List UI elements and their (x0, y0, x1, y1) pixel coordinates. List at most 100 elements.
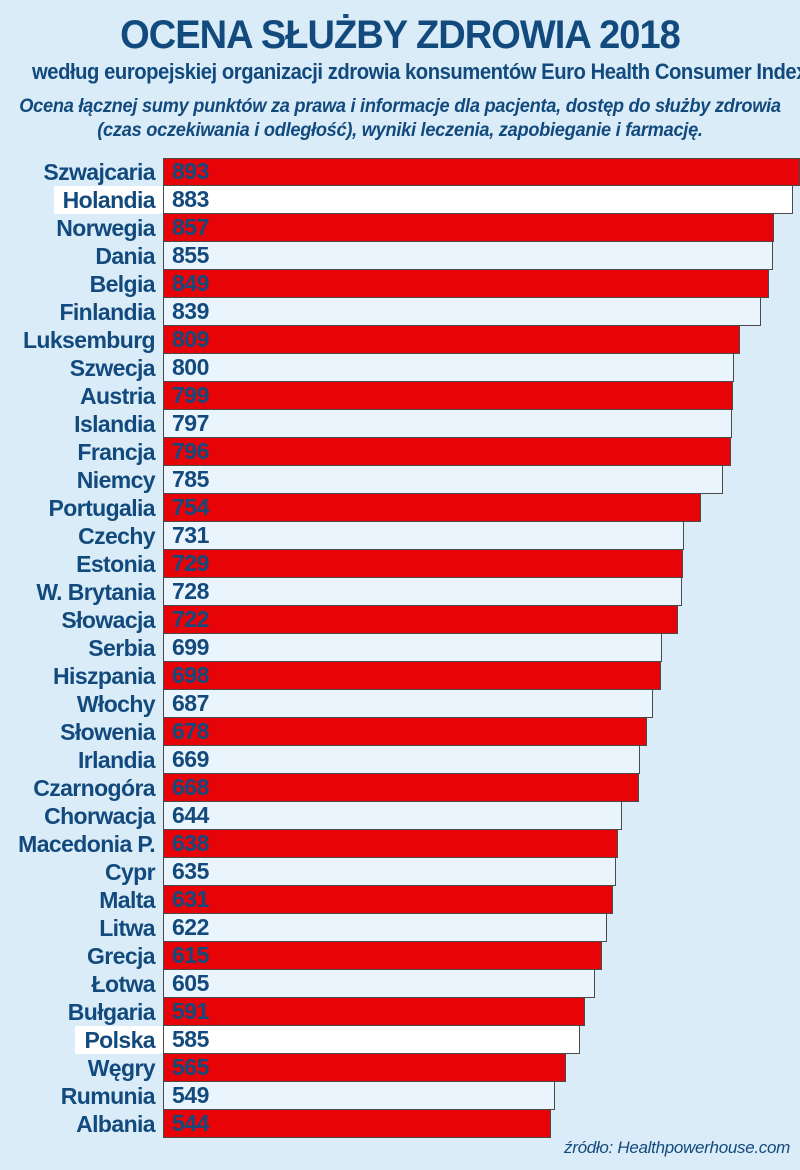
score-bar: 893 (163, 157, 800, 186)
chart-row: Portugalia 754 (0, 492, 800, 522)
chart-row: Belgia 849 (0, 268, 800, 298)
chart-row: Słowacja 722 (0, 604, 800, 634)
country-label: Norwegia (0, 214, 163, 242)
chart-row: Łotwa 605 (0, 968, 800, 998)
country-label-text: Grecja (86, 942, 156, 969)
source-credit: źródło: Healthpowerhouse.com (564, 1138, 790, 1157)
bar-track: 839 (163, 296, 800, 326)
score-bar: 883 (163, 184, 793, 214)
score-value: 631 (172, 885, 209, 912)
country-label-text: Irlandia (77, 746, 156, 773)
country-label: Malta (0, 886, 163, 914)
country-label-text: Austria (79, 382, 156, 409)
chart-description-line2: (czas oczekiwania i odległość), wyniki l… (97, 119, 703, 141)
chart-row: Słowenia 678 (0, 716, 800, 746)
bar-track: 785 (163, 464, 800, 494)
score-bar: 644 (163, 800, 623, 830)
country-label: Cypr (0, 858, 163, 886)
country-label-text: Szwecja (69, 354, 156, 381)
country-label: Irlandia (0, 746, 163, 774)
score-bar: 615 (163, 940, 602, 970)
score-value: 728 (172, 577, 209, 604)
chart-rows: Szwajcaria 893 Holandia 883 Norwegia 857 Dania… (0, 157, 800, 1138)
chart-description-line1: Ocena łącznej sumy punktów za prawa i in… (19, 96, 781, 117)
score-bar: 754 (163, 492, 701, 522)
country-label-text: Niemcy (76, 466, 156, 493)
country-label: Islandia (0, 410, 163, 438)
country-label: Chorwacja (0, 802, 163, 830)
score-bar: 809 (163, 324, 741, 354)
country-label: Szwecja (0, 354, 163, 382)
country-label-text: Włochy (76, 690, 156, 717)
country-label: Niemcy (0, 466, 163, 494)
score-bar: 699 (163, 632, 662, 662)
score-value: 591 (172, 997, 209, 1024)
chart-row: Estonia 729 (0, 548, 800, 578)
chart-row: Irlandia 669 (0, 744, 800, 774)
country-label-text: Macedonia P. (18, 830, 155, 857)
country-label-text: Luksemburg (22, 326, 156, 353)
country-label-text: Holandia (53, 185, 163, 214)
country-label: Grecja (0, 942, 163, 970)
chart-row: Bułgaria 591 (0, 996, 800, 1026)
country-label-text: Polska (75, 1025, 163, 1054)
chart-row: Chorwacja 644 (0, 800, 800, 830)
bar-track: 800 (163, 352, 800, 382)
bar-track: 615 (163, 940, 800, 970)
country-label-text: Albania (76, 1110, 155, 1137)
chart-row: Luksemburg 809 (0, 324, 800, 354)
country-label-text: Estonia (76, 550, 155, 577)
country-label: Słowacja (0, 606, 163, 634)
country-label: Macedonia P. (0, 830, 163, 858)
bar-track: 731 (163, 520, 800, 550)
country-label: Czechy (0, 522, 163, 550)
chart-row: Hiszpania 698 (0, 660, 800, 690)
bar-track: 669 (163, 744, 800, 774)
chart-row: Finlandia 839 (0, 296, 800, 326)
country-label-text: Szwajcaria (43, 158, 155, 185)
bar-track: 635 (163, 856, 800, 886)
country-label: Luksemburg (0, 326, 163, 354)
country-label: W. Brytania (0, 578, 163, 606)
score-bar: 785 (163, 464, 723, 494)
chart-row: Macedonia P. 638 (0, 828, 800, 858)
chart-row: W. Brytania 728 (0, 576, 800, 606)
score-bar: 799 (163, 380, 733, 410)
country-label-text: Bułgaria (67, 998, 156, 1025)
chart-row: Serbia 699 (0, 632, 800, 662)
bar-track: 622 (163, 912, 800, 942)
chart-row: Szwajcaria 893 (0, 157, 800, 186)
score-value: 855 (172, 241, 209, 268)
bar-track: 631 (163, 884, 800, 914)
country-label: Hiszpania (0, 662, 163, 690)
score-bar: 800 (163, 352, 734, 382)
score-bar: 855 (163, 240, 773, 270)
score-value: 585 (172, 1025, 209, 1052)
chart-row: Węgry 565 (0, 1052, 800, 1082)
bar-track: 605 (163, 968, 800, 998)
country-label: Serbia (0, 634, 163, 662)
country-label: Austria (0, 382, 163, 410)
chart-row: Rumunia 549 (0, 1080, 800, 1110)
bar-track: 549 (163, 1080, 800, 1110)
chart-row: Malta 631 (0, 884, 800, 914)
country-label: Estonia (0, 550, 163, 578)
bar-track: 893 (163, 157, 800, 186)
score-value: 731 (172, 521, 209, 548)
chart-row: Niemcy 785 (0, 464, 800, 494)
score-bar: 857 (163, 212, 775, 242)
score-value: 678 (172, 717, 209, 744)
chart-row: Francja 796 (0, 436, 800, 466)
bar-track: 668 (163, 772, 800, 802)
score-value: 635 (172, 857, 209, 884)
chart-row: Szwecja 800 (0, 352, 800, 382)
chart-row: Grecja 615 (0, 940, 800, 970)
score-bar: 729 (163, 548, 683, 578)
chart-header: OCENA SŁUŻBY ZDROWIA 2018 według europej… (0, 0, 800, 143)
score-value: 687 (172, 689, 209, 716)
score-value: 544 (172, 1109, 209, 1136)
country-label-text: Słowacja (61, 606, 155, 633)
bar-track: 883 (163, 184, 800, 214)
chart-row: Holandia 883 (0, 184, 800, 214)
country-label-text: Czechy (78, 522, 156, 549)
